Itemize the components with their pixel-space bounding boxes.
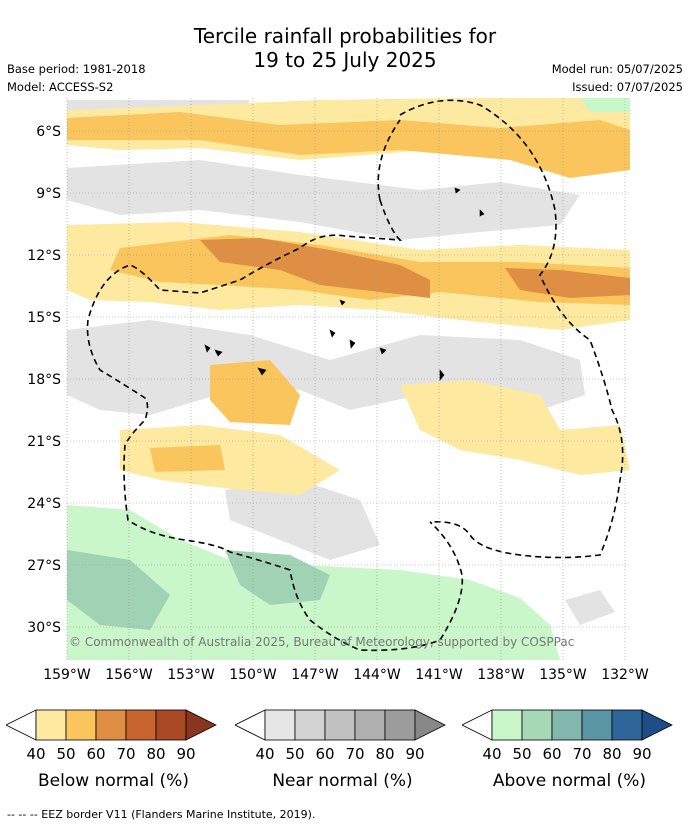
colorbar-above-normal: Above normal (%) 40 50 60 70 80 90 bbox=[461, 705, 682, 795]
copyright-notice: © Commonwealth of Australia 2025, Bureau… bbox=[69, 635, 574, 649]
above-normal-region bbox=[225, 550, 330, 605]
colorbar-tick: 40 bbox=[26, 745, 46, 763]
islands bbox=[204, 187, 485, 381]
latitude-labels: 6°S 9°S 12°S 15°S 18°S 21°S 24°S 27°S 30°S bbox=[27, 124, 61, 636]
latitude-label: 27°S bbox=[27, 558, 61, 574]
colorbar-swatch bbox=[95, 709, 127, 741]
colorbar-under-arrow bbox=[461, 709, 493, 741]
title-line-1: Tercile rainfall probabilities for bbox=[193, 24, 497, 48]
latitude-label: 12°S bbox=[27, 248, 61, 264]
eez-legend-note: -- -- -- EEZ border V11 (Flanders Marine… bbox=[7, 808, 316, 821]
colorbar-tick: 60 bbox=[542, 745, 562, 763]
colorbar-swatch bbox=[155, 709, 187, 741]
below-normal-region bbox=[505, 268, 630, 298]
colorbar-under-arrow bbox=[234, 709, 266, 741]
below-normal-region bbox=[150, 445, 225, 472]
colorbar-tick: 40 bbox=[255, 745, 275, 763]
colorbar-tick: 90 bbox=[176, 745, 196, 763]
meridians bbox=[66, 98, 626, 660]
colorbar-tick: 80 bbox=[375, 745, 395, 763]
colorbar-below-normal: Below normal (%) 40 50 60 70 80 90 bbox=[5, 705, 226, 795]
colorbar-tick: 60 bbox=[315, 745, 335, 763]
latitude-label: 21°S bbox=[27, 434, 61, 450]
below-normal-region bbox=[210, 360, 300, 425]
gridlines bbox=[67, 130, 630, 628]
below-normal-region bbox=[67, 112, 630, 178]
colorbar-swatch bbox=[35, 709, 67, 741]
colorbar-swatch bbox=[611, 709, 643, 741]
colorbar-tick: 70 bbox=[116, 745, 136, 763]
latitude-label: 18°S bbox=[27, 372, 61, 388]
near-normal-region bbox=[67, 160, 580, 240]
colorbar-over-arrow bbox=[414, 709, 446, 741]
colorbar-tick: 90 bbox=[405, 745, 425, 763]
longitude-label: 153°W bbox=[167, 667, 215, 683]
longitude-label: 147°W bbox=[291, 667, 339, 683]
near-normal-region bbox=[225, 480, 380, 560]
chart-title: Tercile rainfall probabilities for 19 to… bbox=[0, 24, 690, 72]
longitude-label: 144°W bbox=[353, 667, 401, 683]
meta-left: Base period: 1981-2018 Model: ACCESS-S2 bbox=[7, 60, 146, 96]
colorbar-swatch bbox=[264, 709, 296, 741]
latitude-label: 24°S bbox=[27, 496, 61, 512]
colorbar-swatch bbox=[551, 709, 583, 741]
longitude-label: 159°W bbox=[43, 667, 91, 683]
longitude-label: 141°W bbox=[415, 667, 463, 683]
colorbar-tick: 80 bbox=[146, 745, 166, 763]
colorbar-under-arrow bbox=[5, 709, 37, 741]
colorbar-near-normal: Near normal (%) 40 50 60 70 80 90 bbox=[234, 705, 455, 795]
longitude-label: 138°W bbox=[477, 667, 525, 683]
longitude-label: 156°W bbox=[105, 667, 153, 683]
colorbar-swatch bbox=[125, 709, 157, 741]
colorbar-swatch bbox=[521, 709, 553, 741]
colorbar-swatch bbox=[324, 709, 356, 741]
below-normal-region bbox=[200, 238, 430, 298]
colorbar-tick: 70 bbox=[572, 745, 592, 763]
latitude-label: 30°S bbox=[27, 620, 61, 636]
above-normal-region bbox=[580, 98, 630, 112]
colorbar-tick: 50 bbox=[512, 745, 532, 763]
colorbar-tick: 90 bbox=[632, 745, 652, 763]
colorbar-swatch bbox=[65, 709, 97, 741]
colorbar-swatch bbox=[294, 709, 326, 741]
rainfall-map: 6°S 9°S 12°S 15°S 18°S 21°S 24°S 27°S 30°S 159°W… bbox=[27, 98, 649, 683]
issued-date: Issued: 07/07/2025 bbox=[572, 80, 683, 94]
colorbar-swatch bbox=[491, 709, 523, 741]
colorbar-above-title: Above normal (%) bbox=[492, 771, 647, 791]
colorbar-tick: 60 bbox=[86, 745, 106, 763]
model-run: Model run: 05/07/2025 bbox=[551, 62, 683, 76]
base-period: Base period: 1981-2018 bbox=[7, 62, 146, 76]
colorbar-over-arrow bbox=[641, 709, 673, 741]
colorbar-swatch bbox=[581, 709, 613, 741]
below-normal-region bbox=[400, 380, 630, 475]
eez-border bbox=[86, 99, 624, 652]
below-normal-region bbox=[120, 425, 340, 495]
colorbar-tick: 50 bbox=[285, 745, 305, 763]
latitude-label: 9°S bbox=[36, 186, 61, 202]
colorbar-over-arrow bbox=[185, 709, 217, 741]
latitude-label: 6°S bbox=[36, 124, 61, 140]
above-normal-region bbox=[67, 550, 170, 630]
longitude-label: 135°W bbox=[539, 667, 587, 683]
colorbar-tick: 70 bbox=[345, 745, 365, 763]
near-normal-region bbox=[565, 590, 615, 625]
colorbar-above-swatches bbox=[461, 709, 673, 741]
colorbar-swatch bbox=[354, 709, 386, 741]
longitude-labels: 159°W 156°W 153°W 150°W 147°W 144°W 141°W 138°W… bbox=[43, 667, 649, 683]
longitude-label: 132°W bbox=[601, 667, 649, 683]
colorbar-below-title: Below normal (%) bbox=[38, 771, 189, 791]
meta-right: Model run: 05/07/2025 Issued: 07/07/2025 bbox=[552, 60, 683, 96]
model-name: Model: ACCESS-S2 bbox=[7, 80, 114, 94]
colorbar-swatch bbox=[384, 709, 416, 741]
colorbar-tick: 50 bbox=[56, 745, 76, 763]
colorbar-below-swatches bbox=[5, 709, 217, 741]
title-line-2: 19 to 25 July 2025 bbox=[253, 48, 437, 72]
colorbar-tick: 80 bbox=[602, 745, 622, 763]
colorbar-tick: 40 bbox=[482, 745, 502, 763]
colorbar-near-title: Near normal (%) bbox=[272, 771, 413, 791]
latitude-label: 15°S bbox=[27, 310, 61, 326]
longitude-label: 150°W bbox=[229, 667, 277, 683]
colorbar-near-swatches bbox=[234, 709, 446, 741]
